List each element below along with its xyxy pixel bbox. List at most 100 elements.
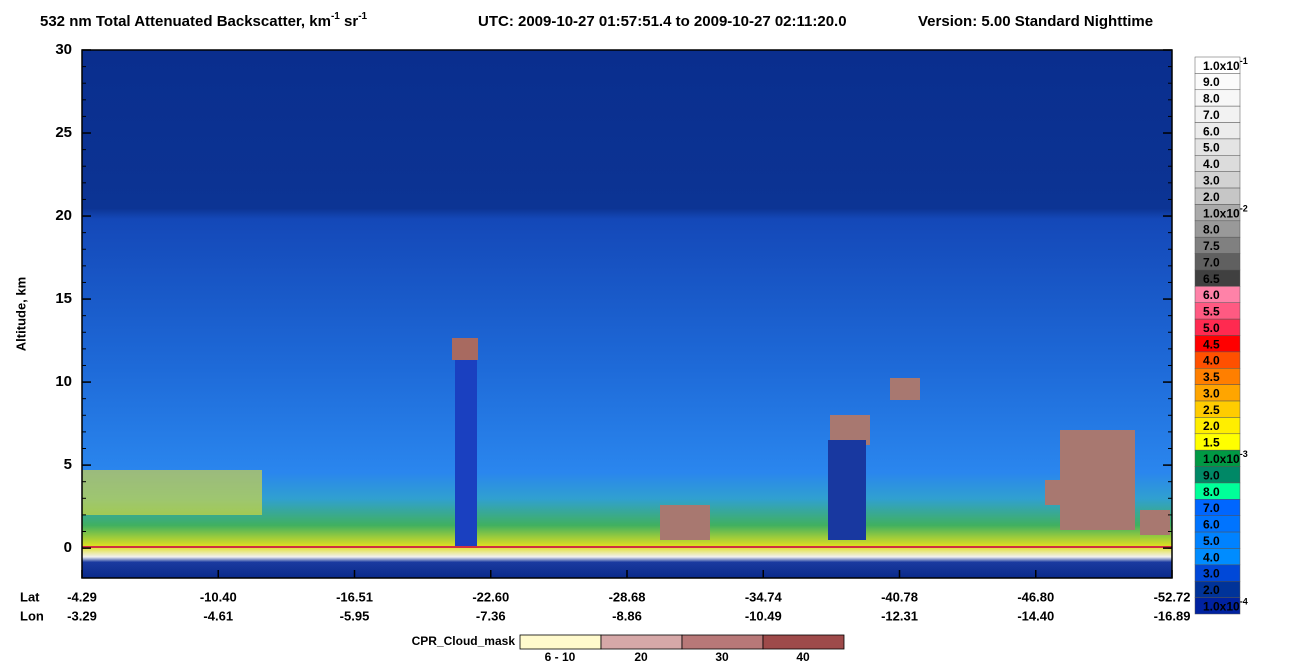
colorbar-label-text: 8.0 [1203,223,1220,237]
colorbar-label-text: 2.0 [1203,583,1220,597]
title-sup: -1 [358,11,367,22]
colorbar-label-text: 7.0 [1203,108,1220,122]
chart-title: 532 nm Total Attenuated Backscatter, km-… [40,11,368,30]
colorbar-label-exp: -2 [1240,204,1248,214]
colorbar-label: 1.0x10-3 [1203,449,1248,466]
title-text: sr [340,13,359,30]
title-text: 532 nm Total Attenuated Backscatter, km [40,13,331,30]
colorbar-label: 7.0 [1203,256,1220,270]
y-tick-label: 10 [55,373,72,390]
colorbar-label-text: 3.0 [1203,387,1220,401]
colorbar-label-text: 5.0 [1203,321,1220,335]
colorbar-label: 3.0 [1203,174,1220,188]
colorbar-label-text: 3.0 [1203,174,1220,188]
cloud [890,378,920,400]
colorbar-label: 2.5 [1203,403,1220,417]
colorbar-label-text: 5.0 [1203,534,1220,548]
cloud-column [828,440,866,540]
colorbar-label: 2.0 [1203,419,1220,433]
y-tick-label: 5 [64,456,72,473]
cpr-legend-label: 20 [634,650,648,664]
colorbar-label-text: 5.0 [1203,141,1220,155]
cloud [452,338,478,360]
colorbar-label: 8.0 [1203,92,1220,106]
colorbar-label: 5.0 [1203,321,1220,335]
x-tick-label: -4.61 [203,608,233,623]
x-tick-label: -5.95 [340,608,370,623]
colorbar-label-text: 8.0 [1203,92,1220,106]
colorbar-label-text: 4.0 [1203,550,1220,564]
colorbar-label: 4.0 [1203,354,1220,368]
colorbar-label: 3.5 [1203,370,1220,384]
colorbar-label-text: 6.5 [1203,272,1220,286]
colorbar-label-text: 7.0 [1203,501,1220,515]
cloud [1045,480,1070,505]
colorbar-label-text: 7.5 [1203,239,1220,253]
colorbar-label-text: 6.0 [1203,288,1220,302]
x-row-name: Lon [20,608,44,623]
colorbar-label: 7.5 [1203,239,1220,253]
cpr-legend-label: 6 - 10 [545,650,576,664]
aerosol-layer [82,470,262,515]
colorbar-label: 5.0 [1203,141,1220,155]
colorbar-label-text: 4.0 [1203,354,1220,368]
colorbar-label: 6.0 [1203,125,1220,139]
colorbar-label: 8.0 [1203,223,1220,237]
x-tick-label: -34.74 [745,589,783,604]
colorbar-label: 7.0 [1203,108,1220,122]
colorbar-label: 6.5 [1203,272,1220,286]
colorbar-label-text: 1.0x10 [1203,206,1240,220]
colorbar-label: 9.0 [1203,75,1220,89]
cpr-legend-box [600,634,683,650]
y-tick-label: 20 [55,207,72,224]
colorbar-label-text: 2.5 [1203,403,1220,417]
x-tick-label: -52.72 [1154,589,1191,604]
cpr-legend-title: CPR_Cloud_mask [412,634,516,648]
cpr-legend-box [681,634,764,650]
colorbar-label-text: 7.0 [1203,256,1220,270]
colorbar-label-exp: -3 [1240,449,1248,459]
colorbar-label-text: 8.0 [1203,485,1220,499]
y-tick-label: 0 [64,539,72,556]
y-tick-label: 15 [55,290,72,307]
colorbar-label: 4.5 [1203,338,1220,352]
colorbar-label: 2.0 [1203,583,1220,597]
x-tick-label: -46.80 [1017,589,1054,604]
colorbar-label: 7.0 [1203,501,1220,515]
colorbar-label-text: 4.0 [1203,157,1220,171]
colorbar-label: 4.0 [1203,550,1220,564]
title-sup: -1 [331,11,340,22]
cpr-legend-label: 40 [796,650,810,664]
plot-area [81,49,1173,579]
x-tick-label: -7.36 [476,608,506,623]
x-tick-label: -22.60 [472,589,509,604]
x-tick-label: -28.68 [609,589,646,604]
version: Version: 5.00 Standard Nighttime [918,13,1153,30]
colorbar-label-text: 1.5 [1203,436,1220,450]
x-tick-label: -14.40 [1017,608,1054,623]
y-tick-label: 30 [55,41,72,58]
cloud-column [455,340,477,548]
colorbar-label-text: 9.0 [1203,469,1220,483]
colorbar-label: 9.0 [1203,469,1220,483]
cloud [660,505,710,540]
colorbar-label-text: 6.0 [1203,125,1220,139]
colorbar-box [1194,597,1241,615]
colorbar-label-text: 5.5 [1203,305,1220,319]
colorbar-label-text: 3.5 [1203,370,1220,384]
colorbar-label: 2.0 [1203,190,1220,204]
colorbar-label: 6.0 [1203,518,1220,532]
colorbar-label: 3.0 [1203,387,1220,401]
y-tick-label: 25 [55,124,72,141]
colorbar-label-text: 2.0 [1203,190,1220,204]
colorbar-label-text: 9.0 [1203,75,1220,89]
colorbar-label: 5.5 [1203,305,1220,319]
colorbar-label: 1.5 [1203,436,1220,450]
cloud [1060,430,1135,530]
cloud [1140,510,1170,535]
x-tick-label: -10.49 [745,608,782,623]
colorbar-label: 1.0x10-1 [1203,56,1248,73]
x-tick-label: -40.78 [881,589,918,604]
colorbar-label-text: 3.0 [1203,567,1220,581]
x-tick-label: -16.89 [1154,608,1191,623]
